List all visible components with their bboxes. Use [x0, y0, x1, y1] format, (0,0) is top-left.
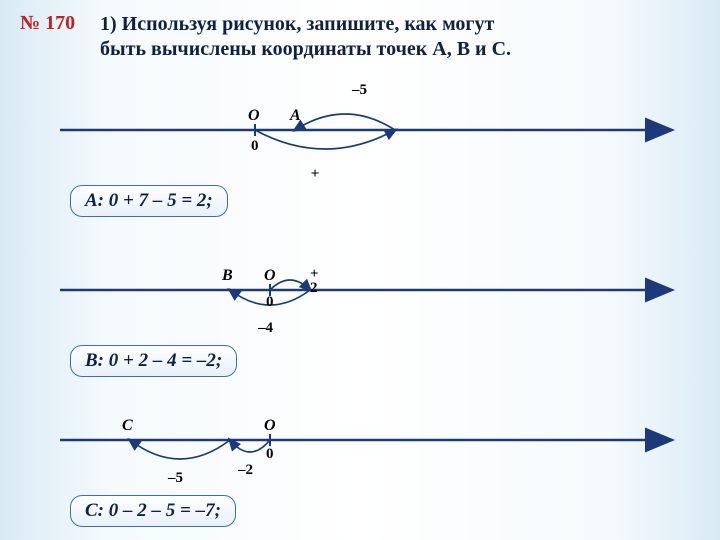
- diagC-O-val: 0: [266, 446, 274, 462]
- answer-b: B: 0 + 2 – 4 = –2;: [70, 345, 237, 377]
- diagC-C-label: C: [122, 417, 133, 434]
- diagram-c: O 0 C –2 –5: [60, 400, 680, 490]
- diagram-a: O 0 A + 7 –5: [60, 80, 680, 180]
- answer-a: A: 0 + 7 – 5 = 2;: [70, 185, 228, 217]
- diagA-O-label: O: [248, 107, 260, 124]
- answer-c: C: 0 – 2 – 5 = –7;: [70, 495, 236, 527]
- answer-a-text: A: 0 + 7 – 5 = 2;: [85, 190, 213, 211]
- diagA-O-val: 0: [251, 138, 259, 154]
- diagC-arc1-label: –2: [237, 462, 253, 478]
- diagB-arc2-label: –4: [257, 320, 274, 336]
- diagB-O-val: 0: [266, 294, 274, 310]
- problem-number: № 170: [20, 12, 75, 35]
- diagA-arc1-label: +: [311, 166, 320, 180]
- answer-c-text: C: 0 – 2 – 5 = –7;: [85, 500, 221, 521]
- question-text: 1) Используя рисунок, запишите, как могу…: [100, 12, 511, 62]
- question-line2: быть вычислены координаты точек A, B и C…: [100, 38, 511, 60]
- diagB-arc1-label2: 2: [310, 280, 318, 296]
- question-line1: 1) Используя рисунок, запишите, как могу…: [100, 13, 494, 35]
- diagC-arc2-label: –5: [167, 470, 183, 486]
- diagB-O-label: O: [264, 267, 276, 284]
- diagC-O-label: O: [264, 417, 276, 434]
- diagB-B-label: B: [221, 267, 233, 284]
- diagA-arc2-label: –5: [351, 82, 367, 98]
- diagram-b: O 0 B + 2 –4: [60, 240, 680, 340]
- diagA-A-label: A: [289, 107, 301, 124]
- answer-b-text: B: 0 + 2 – 4 = –2;: [85, 350, 222, 371]
